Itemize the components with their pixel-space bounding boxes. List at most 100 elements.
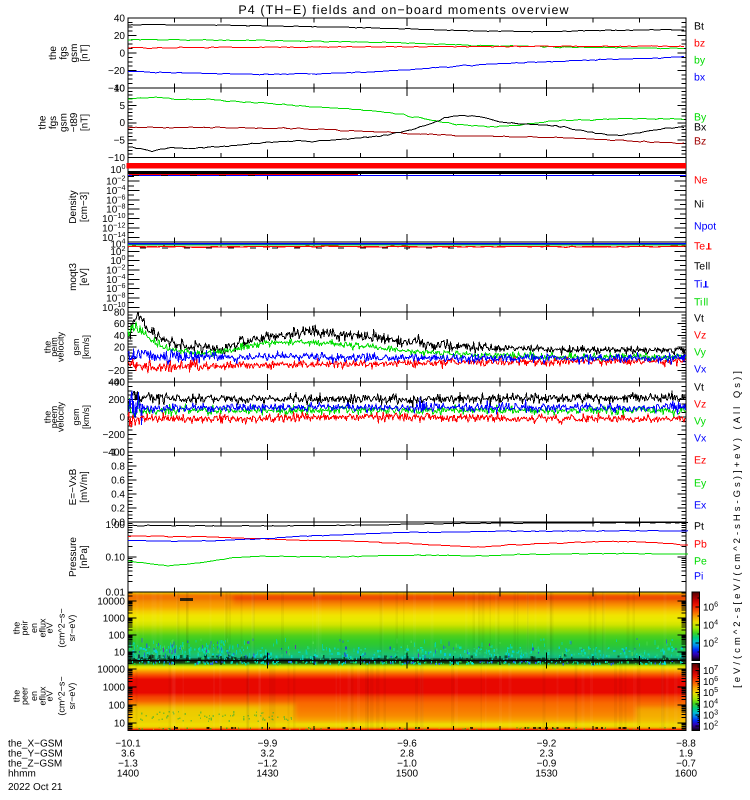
svg-text:peer: peer bbox=[20, 687, 30, 705]
svg-text:Vz: Vz bbox=[694, 399, 706, 411]
svg-text:[km/s]: [km/s] bbox=[81, 335, 91, 359]
svg-text:Vy: Vy bbox=[694, 347, 707, 359]
svg-text:−10: −10 bbox=[108, 153, 125, 164]
svg-text:[eV/(cm^2-s[eV/(cm^2-sHs-Gs)]+: [eV/(cm^2-s[eV/(cm^2-sHs-Gs)]+eV) (All Q… bbox=[732, 368, 743, 688]
svg-text:10000: 10000 bbox=[97, 597, 125, 608]
svg-text:1.0: 1.0 bbox=[111, 448, 125, 459]
svg-text:1.00: 1.00 bbox=[106, 520, 126, 531]
svg-text:fgs: fgs bbox=[48, 116, 59, 129]
svg-text:the: the bbox=[43, 341, 53, 354]
svg-text:0.6: 0.6 bbox=[111, 476, 125, 487]
svg-text:Ey: Ey bbox=[694, 478, 707, 490]
svg-text:By: By bbox=[694, 112, 707, 124]
svg-text:0: 0 bbox=[119, 49, 125, 60]
svg-text:3.2: 3.2 bbox=[261, 749, 275, 760]
svg-text:10000: 10000 bbox=[97, 665, 125, 676]
svg-text:0.01: 0.01 bbox=[106, 588, 126, 599]
svg-text:[eV]: [eV] bbox=[79, 268, 90, 286]
svg-text:Pe: Pe bbox=[694, 556, 707, 568]
svg-text:Ti: Ti bbox=[694, 297, 702, 309]
svg-text:1.9: 1.9 bbox=[679, 749, 693, 760]
svg-text:Vy: Vy bbox=[694, 416, 707, 428]
svg-text:[nT]: [nT] bbox=[80, 114, 91, 131]
svg-text:−400: −400 bbox=[102, 448, 125, 459]
svg-text:3.6: 3.6 bbox=[121, 749, 135, 760]
svg-text:the_X−GSM: the_X−GSM bbox=[8, 739, 63, 750]
svg-text:−200: −200 bbox=[102, 430, 125, 441]
svg-text:10: 10 bbox=[114, 648, 126, 659]
svg-text:Ez: Ez bbox=[694, 455, 706, 467]
svg-text:bz: bz bbox=[694, 38, 705, 50]
svg-text:Vx: Vx bbox=[694, 433, 707, 445]
svg-text:1000: 1000 bbox=[103, 614, 126, 625]
svg-text:−40: −40 bbox=[108, 84, 125, 95]
svg-text:1000: 1000 bbox=[103, 683, 126, 694]
svg-text:40: 40 bbox=[114, 331, 126, 342]
svg-text:200: 200 bbox=[108, 395, 125, 406]
svg-text:Ne: Ne bbox=[694, 175, 708, 187]
svg-text:1430: 1430 bbox=[256, 768, 279, 779]
svg-text:−40: −40 bbox=[108, 378, 125, 389]
svg-text:E=−VxB: E=−VxB bbox=[68, 468, 79, 505]
svg-text:0.10: 0.10 bbox=[106, 553, 126, 564]
svg-text:Te: Te bbox=[694, 261, 705, 273]
svg-text:0.8: 0.8 bbox=[111, 462, 125, 473]
svg-text:velocity: velocity bbox=[56, 331, 66, 362]
svg-text:Pt: Pt bbox=[694, 521, 704, 533]
svg-text:Density: Density bbox=[68, 190, 79, 223]
svg-text:−20: −20 bbox=[108, 66, 125, 77]
svg-text:−10.1: −10.1 bbox=[115, 739, 141, 750]
svg-text:eflux: eflux bbox=[38, 618, 48, 638]
svg-text:Bt: Bt bbox=[694, 21, 704, 33]
svg-text:80: 80 bbox=[114, 308, 126, 319]
svg-text:by: by bbox=[694, 55, 706, 67]
svg-text:gsm: gsm bbox=[69, 44, 80, 63]
svg-text:[cm−3]: [cm−3] bbox=[79, 192, 90, 223]
svg-text:−t89: −t89 bbox=[69, 112, 80, 132]
svg-text:−1.2: −1.2 bbox=[258, 759, 278, 770]
svg-text:peim: peim bbox=[49, 337, 59, 357]
svg-text:Ni: Ni bbox=[694, 199, 704, 211]
svg-text:[km/s]: [km/s] bbox=[81, 405, 91, 429]
svg-text:10: 10 bbox=[114, 719, 126, 730]
svg-text:the: the bbox=[12, 622, 22, 635]
svg-text:1600: 1600 bbox=[675, 768, 698, 779]
svg-text:en: en bbox=[29, 623, 39, 633]
svg-text:gsm: gsm bbox=[71, 338, 81, 355]
svg-text:en: en bbox=[29, 691, 39, 701]
svg-text:eV: eV bbox=[45, 690, 55, 701]
svg-text:sr−eV): sr−eV) bbox=[67, 683, 77, 710]
svg-text:Ti: Ti bbox=[694, 279, 702, 291]
svg-text:10: 10 bbox=[114, 84, 126, 95]
svg-text:the_Z−GSM: the_Z−GSM bbox=[8, 759, 62, 770]
svg-text:20: 20 bbox=[114, 343, 126, 354]
svg-text:−0.7: −0.7 bbox=[676, 759, 696, 770]
svg-text:400: 400 bbox=[108, 378, 125, 389]
svg-text:0.0: 0.0 bbox=[111, 518, 125, 529]
svg-text:Vz: Vz bbox=[694, 330, 706, 342]
svg-text:−9.2: −9.2 bbox=[537, 739, 557, 750]
svg-text:−9.6: −9.6 bbox=[397, 739, 417, 750]
svg-text:−1.3: −1.3 bbox=[118, 759, 138, 770]
svg-text:−0.9: −0.9 bbox=[537, 759, 557, 770]
svg-text:−1.0: −1.0 bbox=[397, 759, 417, 770]
svg-text:Te: Te bbox=[694, 241, 705, 253]
svg-text:[nT]: [nT] bbox=[80, 44, 91, 61]
svg-text:−20: −20 bbox=[108, 366, 125, 377]
svg-text:−8.8: −8.8 bbox=[676, 739, 696, 750]
svg-text:0.2: 0.2 bbox=[111, 504, 125, 515]
svg-text:Ex: Ex bbox=[694, 500, 707, 512]
svg-text:peir: peir bbox=[20, 620, 30, 635]
svg-text:Bz: Bz bbox=[694, 136, 706, 148]
svg-text:eflux: eflux bbox=[38, 686, 48, 706]
svg-text:0.4: 0.4 bbox=[111, 490, 125, 501]
svg-text:0: 0 bbox=[119, 413, 125, 424]
svg-text:sr−eV): sr−eV) bbox=[67, 615, 77, 642]
svg-text:Vt: Vt bbox=[694, 382, 704, 394]
svg-text:1400: 1400 bbox=[117, 768, 140, 779]
svg-text:peem: peem bbox=[49, 406, 59, 429]
svg-text:Npot: Npot bbox=[694, 221, 716, 233]
svg-text:2.8: 2.8 bbox=[400, 749, 414, 760]
svg-text:Pi: Pi bbox=[694, 571, 703, 583]
svg-text:(cm^2−s−: (cm^2−s− bbox=[57, 608, 67, 647]
